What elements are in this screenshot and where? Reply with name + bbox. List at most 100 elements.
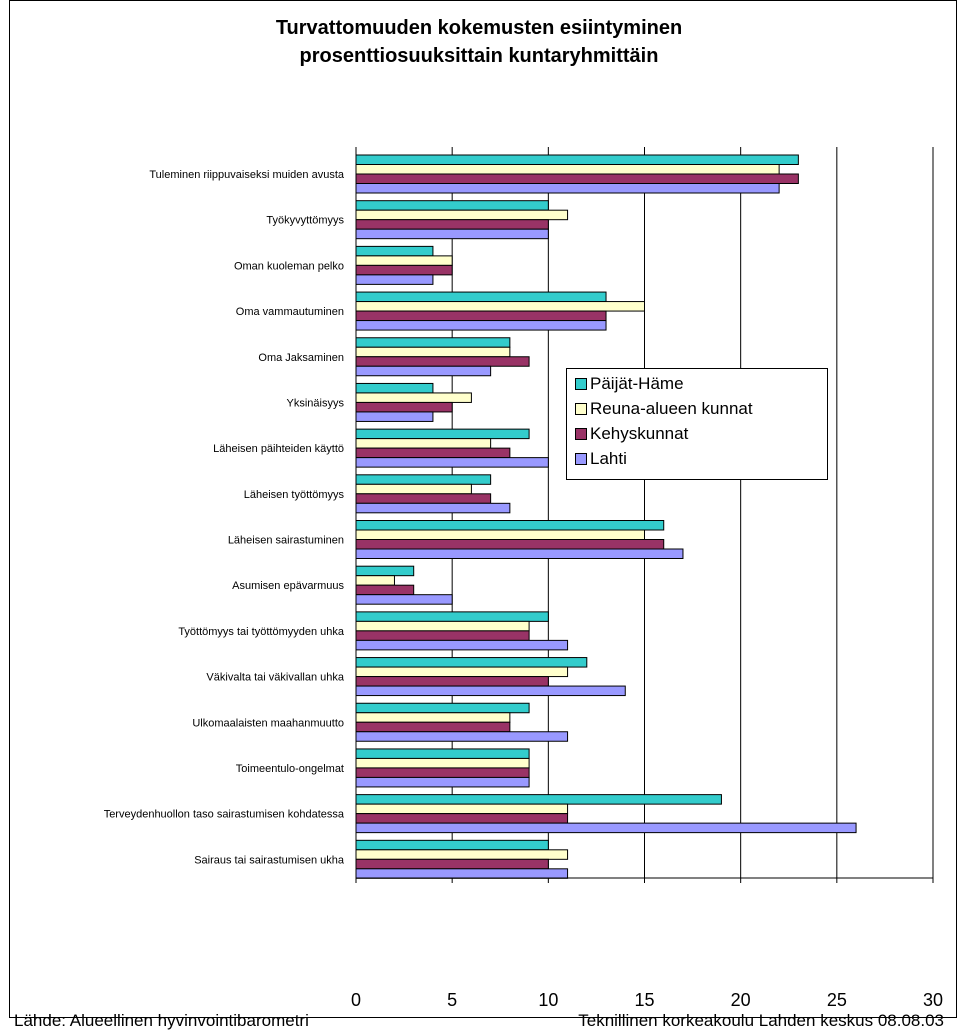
x-tick-label-1: 5 bbox=[447, 990, 457, 1010]
bar-11-series-1 bbox=[355, 611, 549, 622]
bar-8-series-1 bbox=[355, 474, 492, 485]
bar-4-series-1 bbox=[355, 291, 607, 303]
x-tick-label-5: 25 bbox=[827, 990, 847, 1010]
legend-item-kehyskunnat: Kehyskunnat bbox=[575, 423, 688, 445]
bar-16-series-2 bbox=[355, 849, 569, 860]
chart-title: Turvattomuuden kokemusten esiintyminen p… bbox=[0, 14, 958, 70]
bar-9-series-3 bbox=[355, 539, 665, 550]
bar-3-series-1 bbox=[355, 245, 434, 257]
bar-6-series-1 bbox=[355, 382, 434, 394]
category-label-3: Oman kuoleman pelko bbox=[234, 260, 344, 272]
category-label-1: Tuleminen riippuvaiseksi muiden avusta bbox=[149, 169, 345, 181]
legend-swatch-kehyskunnat bbox=[575, 428, 587, 440]
bar-7-series-4 bbox=[355, 457, 549, 468]
bar-3-series-4 bbox=[355, 274, 434, 285]
bar-5-series-4 bbox=[355, 365, 492, 377]
bar-8-series-2 bbox=[355, 483, 472, 495]
category-label-16: Sairaus tai sairastumisen ukha bbox=[194, 854, 345, 866]
bar-7-series-3 bbox=[355, 447, 511, 459]
bar-14-series-3 bbox=[355, 767, 530, 778]
category-label-6: Yksinäisyys bbox=[287, 397, 345, 409]
bar-12-series-3 bbox=[355, 676, 549, 687]
category-label-2: Työkyvyttömyys bbox=[266, 215, 344, 227]
category-label-12: Väkivalta tai väkivallan uhka bbox=[206, 672, 344, 684]
bar-13-series-4 bbox=[355, 731, 569, 742]
bar-16-series-1 bbox=[355, 839, 549, 851]
chart-legend: Päijät-Häme Reuna-alueen kunnat Kehyskun… bbox=[566, 368, 828, 480]
legend-swatch-lahti bbox=[575, 453, 587, 465]
bar-10-series-3 bbox=[355, 584, 415, 596]
chart-frame bbox=[9, 0, 957, 1018]
bar-15-series-4 bbox=[355, 822, 857, 834]
bar-15-series-3 bbox=[355, 813, 569, 824]
legend-label-paijat-hame: Päijät-Häme bbox=[590, 374, 684, 393]
bar-1-series-4 bbox=[355, 183, 780, 194]
bar-13-series-1 bbox=[355, 702, 530, 714]
bar-5-series-1 bbox=[355, 337, 511, 348]
bar-10-series-4 bbox=[355, 594, 453, 605]
category-label-11: Työttömyys tai työttömyyden uhka bbox=[178, 626, 345, 638]
bar-3-series-2 bbox=[355, 255, 453, 266]
bar-10-series-1 bbox=[355, 565, 415, 577]
category-label-7: Läheisen päihteiden käyttö bbox=[213, 443, 344, 455]
bar-2-series-3 bbox=[355, 219, 549, 230]
x-tick-label-0: 0 bbox=[351, 990, 361, 1010]
source-note: Lähde: Alueellinen hyvinvointibarometri bbox=[14, 1011, 309, 1030]
bar-13-series-2 bbox=[355, 712, 511, 723]
bar-15-series-1 bbox=[355, 794, 722, 805]
chart-title-line-1: Turvattomuuden kokemusten esiintyminen bbox=[275, 17, 683, 39]
bar-11-series-3 bbox=[355, 630, 530, 641]
bar-11-series-2 bbox=[355, 620, 530, 632]
bar-14-series-1 bbox=[355, 748, 530, 759]
bar-4-series-3 bbox=[355, 310, 607, 322]
bar-15-series-2 bbox=[355, 803, 569, 815]
category-label-9: Läheisen sairastuminen bbox=[228, 535, 344, 547]
bar-7-series-1 bbox=[355, 428, 530, 440]
bar-13-series-3 bbox=[355, 721, 511, 733]
author-note: Teknillinen korkeakoulu Lahden keskus 08… bbox=[578, 1011, 944, 1030]
bar-3-series-3 bbox=[355, 264, 453, 276]
bar-4-series-2 bbox=[355, 301, 645, 312]
bar-4-series-4 bbox=[355, 320, 607, 331]
category-label-10: Asumisen epävarmuus bbox=[232, 580, 344, 592]
legend-swatch-reuna-alueen-kunnat bbox=[575, 403, 587, 415]
bar-1-series-1 bbox=[355, 154, 799, 165]
bar-14-series-4 bbox=[355, 776, 530, 788]
bar-12-series-4 bbox=[355, 685, 626, 697]
bar-11-series-4 bbox=[355, 639, 569, 651]
bar-1-series-2 bbox=[355, 164, 780, 175]
bar-8-series-4 bbox=[355, 502, 511, 514]
legend-item-paijat-hame: Päijät-Häme bbox=[575, 373, 684, 395]
category-label-15: Terveydenhuollon taso sairastumisen kohd… bbox=[104, 809, 345, 821]
chart-title-line-2: prosenttiosuuksittain kuntaryhmittäin bbox=[299, 45, 659, 67]
bar-12-series-1 bbox=[355, 657, 588, 668]
bar-14-series-2 bbox=[355, 757, 530, 769]
bar-5-series-2 bbox=[355, 346, 511, 358]
x-tick-label-6: 30 bbox=[923, 990, 943, 1010]
legend-label-reuna-alueen-kunnat: Reuna-alueen kunnat bbox=[590, 399, 753, 418]
legend-label-lahti: Lahti bbox=[590, 449, 627, 468]
bar-10-series-2 bbox=[355, 575, 395, 586]
bar-8-series-3 bbox=[355, 493, 492, 504]
bar-6-series-4 bbox=[355, 411, 434, 422]
bar-16-series-3 bbox=[355, 858, 549, 870]
bar-5-series-3 bbox=[355, 356, 530, 367]
x-tick-label-4: 20 bbox=[731, 990, 751, 1010]
category-label-14: Toimeentulo-ongelmat bbox=[236, 763, 344, 775]
legend-swatch-paijat-hame bbox=[575, 378, 587, 390]
legend-label-kehyskunnat: Kehyskunnat bbox=[590, 424, 689, 443]
x-tick-label-2: 10 bbox=[538, 990, 558, 1010]
bar-7-series-2 bbox=[355, 438, 492, 449]
bar-1-series-3 bbox=[355, 173, 799, 184]
x-tick-label-3: 15 bbox=[634, 990, 654, 1010]
bar-2-series-4 bbox=[355, 228, 549, 240]
bar-6-series-3 bbox=[355, 401, 453, 413]
category-label-4: Oma vammautuminen bbox=[236, 306, 344, 318]
bar-9-series-1 bbox=[355, 520, 665, 531]
bar-9-series-4 bbox=[355, 548, 684, 559]
bar-6-series-2 bbox=[355, 392, 472, 403]
bar-9-series-2 bbox=[355, 529, 645, 540]
category-label-8: Läheisen työttömyys bbox=[244, 489, 345, 501]
bar-2-series-2 bbox=[355, 209, 569, 221]
bar-2-series-1 bbox=[355, 200, 549, 211]
